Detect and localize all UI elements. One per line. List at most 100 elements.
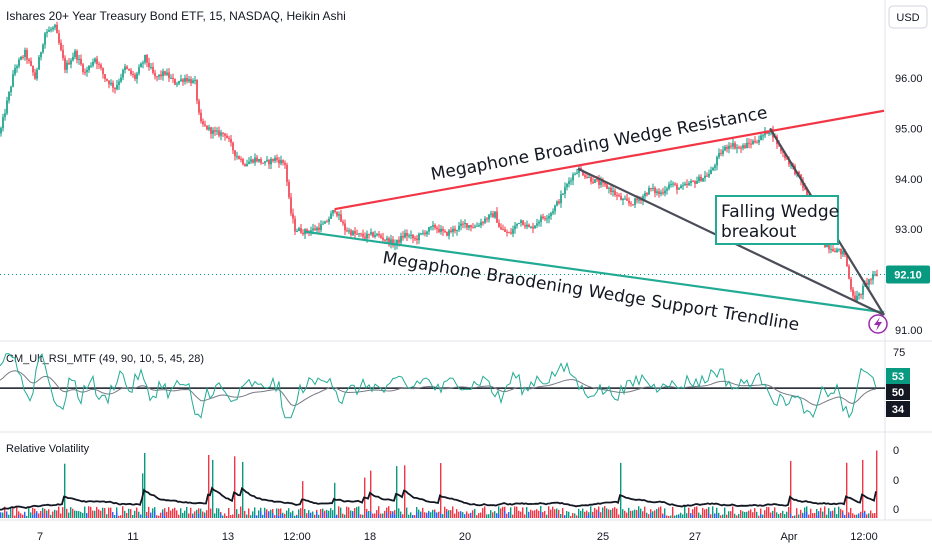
volatility-bar xyxy=(128,508,130,518)
candle-body xyxy=(452,228,454,233)
volatility-bar xyxy=(430,512,432,518)
volatility-bar xyxy=(792,515,794,518)
candle-body xyxy=(206,125,208,130)
candle-body xyxy=(12,74,14,87)
volatility-bar-blue xyxy=(268,511,270,518)
candle-body xyxy=(734,143,736,149)
candle-body xyxy=(824,244,826,248)
volatility-tick-3: 0 xyxy=(893,504,899,516)
candle-body xyxy=(468,225,470,228)
candle-body xyxy=(382,237,384,240)
volatility-bar xyxy=(224,513,226,518)
candle-body xyxy=(492,213,494,218)
volatility-bar xyxy=(246,514,248,518)
volatility-bar xyxy=(580,510,582,518)
candle-body xyxy=(542,216,544,219)
volatility-bar xyxy=(38,513,40,518)
volatility-bar xyxy=(608,509,610,518)
lightning-icon[interactable] xyxy=(868,314,888,334)
volatility-bar-blue xyxy=(638,513,640,518)
candle-body xyxy=(152,66,154,73)
candle-body xyxy=(438,229,440,233)
candle-body xyxy=(76,50,78,60)
candle-body xyxy=(376,233,378,236)
candle-body xyxy=(158,74,160,77)
volatility-bar xyxy=(834,507,836,518)
volatility-bar xyxy=(182,513,184,518)
candle-body xyxy=(714,165,716,168)
candle-body xyxy=(92,61,94,66)
candle-body xyxy=(716,156,718,166)
candle-body xyxy=(842,251,844,255)
candle-body xyxy=(212,130,214,134)
volatility-bar xyxy=(568,511,570,518)
candle-body xyxy=(618,195,620,197)
volatility-bar-blue xyxy=(470,512,472,518)
volatility-bar xyxy=(372,513,374,518)
volatility-bar xyxy=(544,510,546,518)
volatility-bar xyxy=(280,508,282,518)
rsi-badges: 53 50 34 xyxy=(886,368,910,417)
volatility-bar-blue xyxy=(254,515,256,518)
candle-body xyxy=(156,76,158,78)
candle-body xyxy=(460,223,462,226)
candle-body xyxy=(178,81,180,84)
rsi-badge-bg xyxy=(886,368,910,384)
volatility-bar xyxy=(32,507,34,518)
candle-body xyxy=(230,138,232,143)
time-tick: 12:00 xyxy=(850,531,878,543)
rsi-pane-label: CM_Ult_RSI_MTF (49, 90, 10, 5, 45, 28) xyxy=(6,353,204,365)
candle-body xyxy=(62,49,64,59)
volatility-bar-blue xyxy=(378,514,380,518)
candle-body xyxy=(194,80,196,82)
candle-body xyxy=(138,67,140,74)
candle-body xyxy=(506,231,508,233)
candle-body xyxy=(322,223,324,225)
volatility-bar-blue xyxy=(394,514,396,518)
volatility-bar xyxy=(396,466,398,518)
volatility-bar xyxy=(852,513,854,518)
candle-body xyxy=(510,232,512,234)
candle-body xyxy=(858,293,860,296)
volatility-bar xyxy=(216,508,218,518)
volatility-bar-blue xyxy=(46,514,48,518)
volatility-bar-blue xyxy=(386,512,388,518)
candle-body xyxy=(610,187,612,193)
volatility-bar-blue xyxy=(496,513,498,518)
volatility-bar xyxy=(314,514,316,518)
candle-body xyxy=(188,79,190,82)
volatility-bar-blue xyxy=(326,513,328,518)
candle-body xyxy=(198,100,200,113)
volatility-bar xyxy=(382,513,384,518)
currency-button[interactable]: USD xyxy=(888,5,928,29)
volatility-bar-blue xyxy=(504,511,506,518)
candle-body xyxy=(256,157,258,162)
candle-body xyxy=(216,130,218,132)
volatility-bar xyxy=(210,508,212,518)
candle-body xyxy=(642,196,644,201)
candle-body xyxy=(244,164,246,167)
volatility-bar xyxy=(642,511,644,518)
candle-body xyxy=(22,56,24,58)
candle-body xyxy=(246,163,248,167)
volatility-bar xyxy=(88,506,90,518)
volatility-bar xyxy=(618,514,620,518)
volatility-bar xyxy=(394,510,396,518)
volatility-bar xyxy=(204,512,206,518)
candle-body xyxy=(454,228,456,231)
volatility-bar xyxy=(634,509,636,518)
candle-body xyxy=(664,190,666,194)
volatility-bar-blue xyxy=(310,512,312,518)
candle-body xyxy=(60,42,62,50)
volatility-bar xyxy=(40,510,42,518)
volatility-bar xyxy=(186,506,188,518)
volatility-bar xyxy=(738,513,740,518)
volatility-bar xyxy=(816,509,818,518)
trendline-megaphone-support xyxy=(304,230,885,314)
volatility-bar xyxy=(750,509,752,518)
volatility-bar xyxy=(688,507,690,518)
candle-body xyxy=(420,233,422,235)
volatility-bar xyxy=(600,512,602,518)
volatility-bar xyxy=(824,506,826,518)
